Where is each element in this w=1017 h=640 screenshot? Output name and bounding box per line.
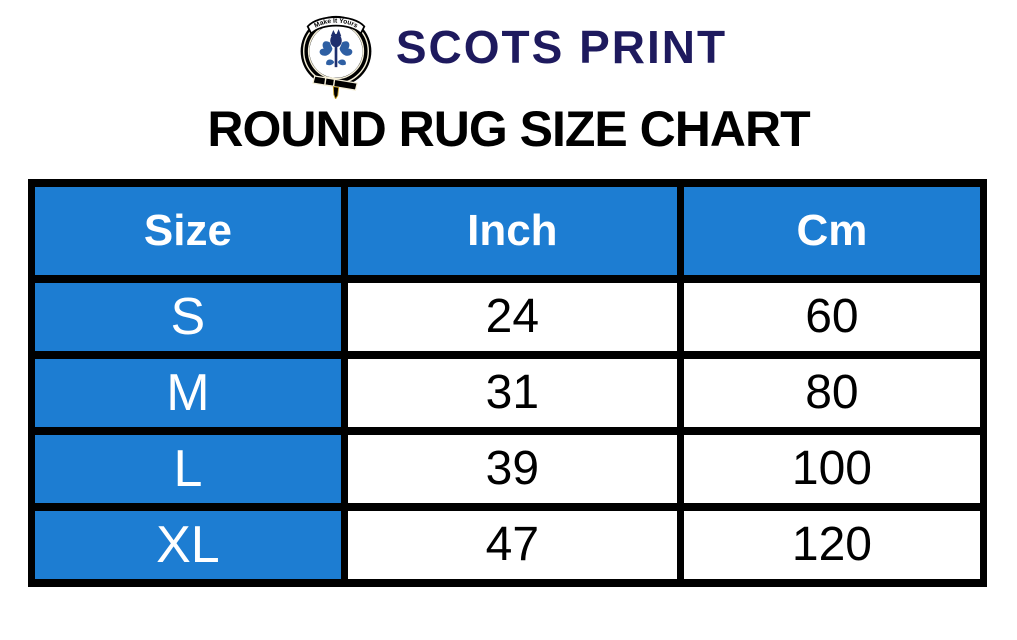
row-s-inch-cell: 24 [347,283,677,351]
row-xl-cm-cell: 120 [683,511,980,579]
row-m-cm-cell: 80 [683,359,980,427]
row-s-size-cell: S [35,283,341,351]
row-l-inch-cell: 39 [347,435,677,503]
row-xl-size-cell: XL [35,511,341,579]
header-cell-size: Size [35,187,341,275]
brand-header: Make It Yours SCOTS PRINT [0,0,1017,99]
row-s-cm-cell: 60 [683,283,980,351]
clan-crest-logo: Make It Yours [300,15,372,99]
belt-buckle-icon [312,75,358,99]
row-xl-inch-cell: 47 [347,511,677,579]
page-title: ROUND RUG SIZE CHART [207,101,810,157]
row-l-cm-cell: 100 [683,435,980,503]
row-m-inch-cell: 31 [347,359,677,427]
header-cell-inch: Inch [347,187,677,275]
brand-wordmark: SCOTS PRINT [395,21,728,73]
size-chart-table: Size Inch Cm S 24 60 M 31 80 L 39 100 XL… [28,179,987,587]
row-m-size-cell: M [35,359,341,427]
header-cell-cm: Cm [683,187,980,275]
row-l-size-cell: L [35,435,341,503]
thistle-icon [319,29,353,68]
